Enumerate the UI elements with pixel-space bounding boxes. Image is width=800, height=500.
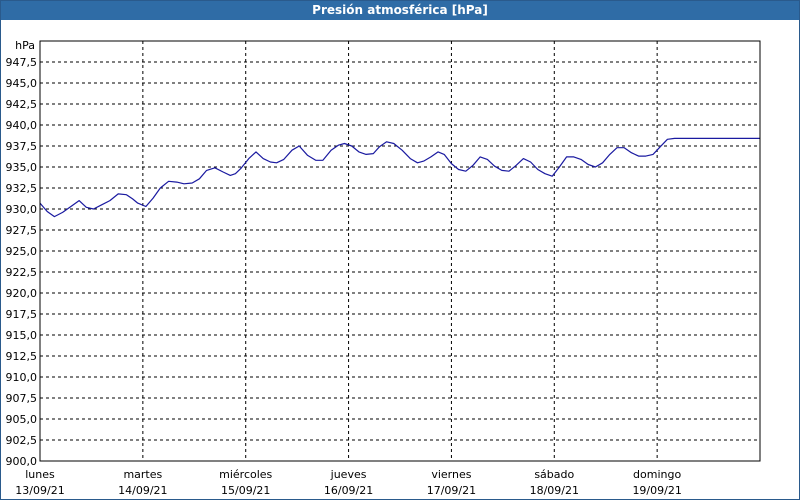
- x-tick-day-label: domingo: [633, 468, 681, 481]
- y-tick-label: 932,5: [6, 182, 38, 195]
- x-tick-date-label: 17/09/21: [427, 484, 476, 497]
- pressure-series-line: [39, 137, 760, 218]
- series-layer: [39, 137, 760, 218]
- x-tick-day-label: sábado: [534, 468, 574, 481]
- y-tick-label: 930,0: [6, 203, 38, 216]
- y-tick-label: 925,0: [6, 245, 38, 258]
- y-tick-label: 945,0: [6, 77, 38, 90]
- x-tick-day-label: martes: [123, 468, 162, 481]
- y-tick-label: 920,0: [6, 287, 38, 300]
- y-tick-label: 902,5: [6, 434, 38, 447]
- chart-title: Presión atmosférica [hPa]: [1, 1, 799, 20]
- y-tick-label: 917,5: [6, 308, 38, 321]
- y-tick-label: 937,5: [6, 140, 38, 153]
- y-tick-label: 935,0: [6, 161, 38, 174]
- y-tick-label: 940,0: [6, 119, 38, 132]
- x-tick-date-label: 16/09/21: [324, 484, 373, 497]
- y-tick-label: 927,5: [6, 224, 38, 237]
- x-tick-day-label: jueves: [330, 468, 367, 481]
- y-axis-unit: hPa: [15, 39, 35, 52]
- y-tick-label: 910,0: [6, 371, 38, 384]
- x-tick-day-label: miércoles: [219, 468, 272, 481]
- x-tick-date-label: 13/09/21: [15, 484, 64, 497]
- y-tick-label: 907,5: [6, 392, 38, 405]
- y-tick-label: 947,5: [6, 56, 38, 69]
- plot-border: [39, 40, 761, 462]
- grid-lines: [40, 41, 760, 461]
- x-tick-date-label: 15/09/21: [221, 484, 270, 497]
- y-tick-label: 905,0: [6, 413, 38, 426]
- y-tick-label: 922,5: [6, 266, 38, 279]
- y-tick-label: 915,0: [6, 329, 38, 342]
- y-tick-label: 942,5: [6, 98, 38, 111]
- x-tick-day-label: viernes: [431, 468, 471, 481]
- y-tick-label: 912,5: [6, 350, 38, 363]
- y-axis: hPa 947,5 945,0 942,5 940,0 937,5 935,0 932,5 93…: [6, 39, 38, 468]
- x-tick-date-label: 18/09/21: [530, 484, 579, 497]
- x-tick-day-label: lunes: [25, 468, 55, 481]
- x-axis: lunes 13/09/21 martes 14/09/21 miércoles 15/0…: [15, 468, 682, 497]
- y-tick-label: 900,0: [6, 455, 38, 468]
- x-tick-date-label: 14/09/21: [118, 484, 167, 497]
- x-tick-date-label: 19/09/21: [632, 484, 681, 497]
